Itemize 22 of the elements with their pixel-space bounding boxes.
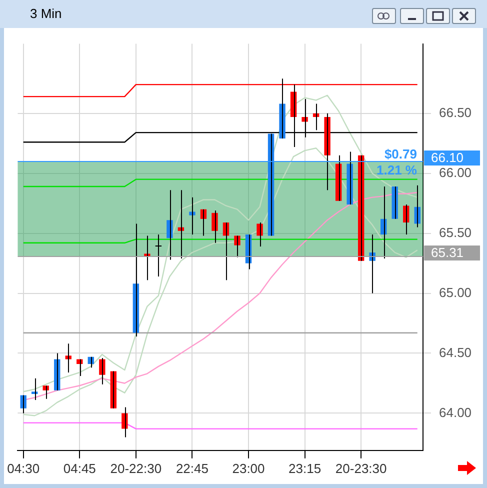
x-tick-label: 04:45 [63,460,96,476]
candlestick [122,406,128,438]
annotation: $0.79 [384,146,417,162]
annotation: 1.21 % [376,162,418,178]
y-tick-label: 66.00 [439,164,472,180]
candlestick [234,235,240,258]
x-tick-label: 23:15 [288,460,322,476]
x-tick-label: 22:45 [176,460,208,476]
x-tick-label: 20-23:30 [335,460,387,476]
x-tick-label: 23:00 [232,460,265,476]
y-tick-label: 66.50 [439,104,472,120]
x-tick-label: 04:30 [7,460,40,476]
candlestick [144,235,150,281]
chart-title: 3 Min [30,6,62,21]
y-tick-label: 64.50 [439,344,472,360]
candlestick [189,196,196,236]
y-tick-label: 64.00 [439,404,472,420]
ref-line-label: 65.31 [431,245,464,260]
y-tick-label: 65.00 [439,284,472,300]
ref-line-label: 66.10 [431,150,464,166]
x-tick-label: 20-22:30 [110,460,162,476]
y-tick-label: 65.50 [439,224,472,240]
